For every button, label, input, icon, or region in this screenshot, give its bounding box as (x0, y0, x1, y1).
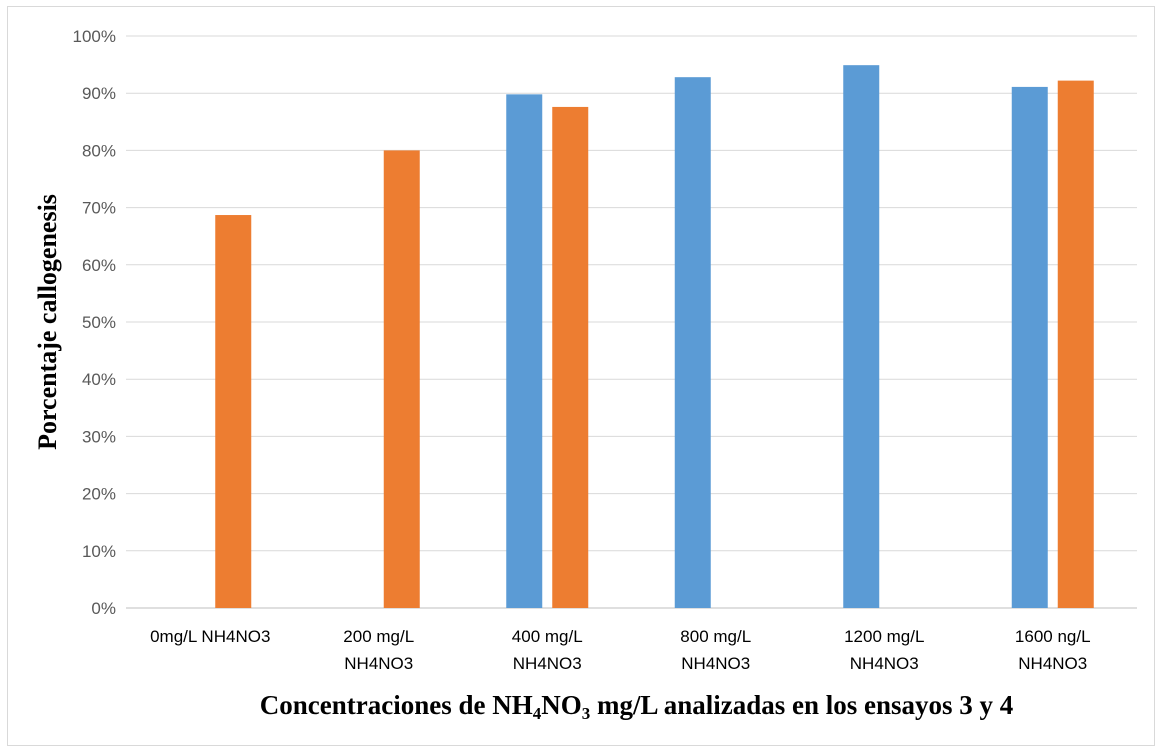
y-tick-label: 100% (73, 27, 116, 46)
y-tick-label: 80% (82, 141, 116, 160)
x-axis-title-part: mg/L analizadas en los ensayos 3 y 4 (590, 690, 1014, 720)
x-axis-title-part: Concentraciones de NH (259, 690, 533, 720)
y-tick-label: 50% (82, 313, 116, 332)
x-tick-label: 200 mg/L (343, 627, 414, 646)
bar (383, 150, 420, 608)
y-tick-label: 10% (82, 542, 116, 561)
gridlines (126, 35, 1137, 609)
x-axis-title: Concentraciones de NH4NO3 mg/L analizada… (0, 690, 1163, 724)
y-tick-label: 40% (82, 370, 116, 389)
bar (1057, 80, 1094, 609)
y-tick-label: 90% (82, 84, 116, 103)
x-tick-label: NH4NO3 (344, 654, 413, 673)
x-tick-label: NH4NO3 (513, 654, 582, 673)
y-tick-label: 0% (91, 599, 116, 618)
x-tick-label: NH4NO3 (681, 654, 750, 673)
x-axis-ticks: 0mg/L NH4NO3 200 mg/L NH4NO3 400 mg/L NH4NO3… (150, 627, 1090, 673)
x-tick-label: 0mg/L NH4NO3 (150, 627, 270, 646)
x-tick-label: NH4NO3 (850, 654, 919, 673)
x-tick-label: 1200 mg/L (844, 627, 924, 646)
x-tick-label: 1600 ng/L (1015, 627, 1091, 646)
x-axis-title-subscript: 4 (532, 704, 542, 723)
bar (215, 215, 252, 608)
y-tick-label: 70% (82, 199, 116, 218)
x-axis-title-subscript: 3 (581, 704, 591, 723)
bar (1011, 86, 1048, 608)
x-tick-label: 400 mg/L (512, 627, 583, 646)
bar (506, 94, 543, 609)
bar (552, 106, 589, 608)
x-tick-label: 800 mg/L (680, 627, 751, 646)
y-axis-title: Porcentaje callogenesis (33, 194, 62, 450)
x-axis-title-part: NO (541, 690, 582, 720)
y-tick-label: 60% (82, 256, 116, 275)
bar (674, 77, 711, 608)
y-tick-label: 20% (82, 485, 116, 504)
x-tick-label: NH4NO3 (1018, 654, 1087, 673)
bars (215, 65, 1094, 609)
y-axis-ticks: 0% 10% 20% 30% 40% 50% 60% 70% 80% 90% 100% (73, 27, 116, 618)
bar (843, 65, 880, 608)
y-tick-label: 30% (82, 427, 116, 446)
